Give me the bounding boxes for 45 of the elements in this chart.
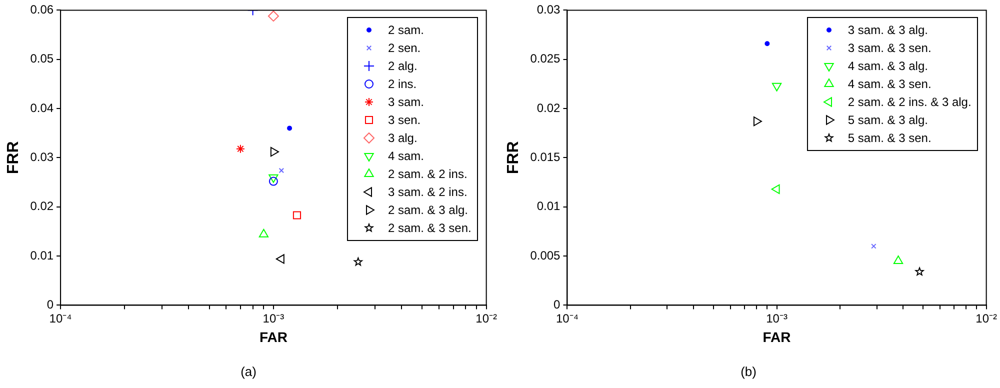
y-tick-label: 0.04 <box>30 100 54 115</box>
legend-label: 3 sam. & 3 alg. <box>848 22 928 40</box>
legend-label: 4 sam. & 3 alg. <box>848 58 928 76</box>
x-tick-label: 10⁻⁴ <box>49 312 72 326</box>
legend-label: 3 sam. & 3 sen. <box>848 40 932 58</box>
legend-label: 4 sam. <box>388 148 424 166</box>
text: (b) <box>740 364 756 379</box>
x-axis-title: FAR <box>259 328 288 345</box>
y-tick-label: 0.01 <box>536 199 561 214</box>
legend-label: 2 alg. <box>388 58 418 76</box>
y-tick-label: 0 <box>554 298 561 312</box>
legend-label: 3 alg. <box>388 130 418 148</box>
legend-label: 3 sen. <box>388 112 421 130</box>
y-tick-label: 0.02 <box>30 199 54 214</box>
x-tick-label: 10⁻⁴ <box>556 312 578 326</box>
y-tick-label: 0.005 <box>530 248 561 262</box>
y-tick-label: 0 <box>46 298 54 312</box>
y-tick-label: 0.03 <box>536 2 561 17</box>
x-tick-label: 10⁻³ <box>766 312 788 326</box>
x-tick-label: 10⁻² <box>476 312 498 326</box>
legend-label: 3 sam. <box>388 94 424 112</box>
legend-label: 2 sen. <box>388 40 421 58</box>
y-axis-title: FRR <box>5 140 22 174</box>
legend-label: 2 sam. & 3 alg. <box>388 202 468 220</box>
legend-label: 2 sam. <box>388 22 424 40</box>
legend-label: 5 sam. & 3 sen. <box>848 130 932 148</box>
y-tick-label: 0.02 <box>536 100 561 115</box>
legend-label: 4 sam. & 3 sen. <box>848 76 932 94</box>
legend-label: 2 sam. & 3 sen. <box>388 220 472 238</box>
y-tick-label: 0.03 <box>30 150 54 164</box>
x-tick-label: 10⁻³ <box>262 312 284 326</box>
legend-label: 2 ins. <box>388 76 417 94</box>
y-tick-label: 0.015 <box>530 150 561 164</box>
x-tick-label: 10⁻² <box>976 312 998 326</box>
legend-label: 2 sam. & 2 ins. & 3 alg. <box>848 94 972 112</box>
y-axis-title: FRR <box>505 140 522 174</box>
y-tick-label: 0.05 <box>30 52 54 66</box>
y-tick-label: 0.025 <box>530 52 561 66</box>
y-tick-label: 0.06 <box>30 2 54 17</box>
text: (a) <box>240 364 256 379</box>
legend-label: 3 sam. & 2 ins. <box>388 184 468 202</box>
legend-label: 2 sam. & 2 ins. <box>388 166 468 184</box>
legend-label: 5 sam. & 3 alg. <box>848 112 928 130</box>
y-tick-label: 0.01 <box>30 248 54 262</box>
x-axis-title: FAR <box>762 328 791 345</box>
